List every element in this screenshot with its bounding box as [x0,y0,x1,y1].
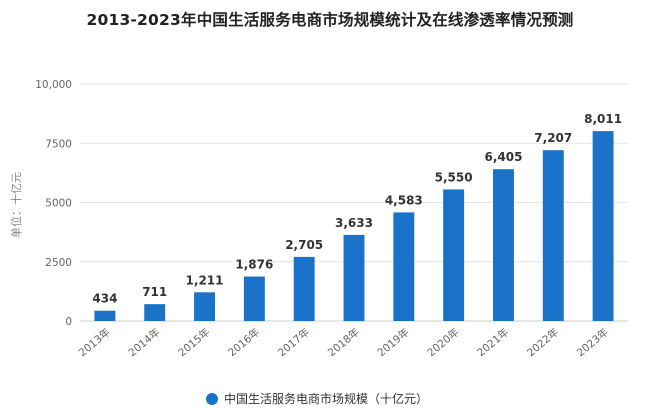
bar[interactable] [343,234,365,321]
y-tick-label: 0 [65,316,72,328]
bar[interactable] [542,150,564,321]
bar[interactable] [492,169,514,321]
x-tick-label: 2022年 [524,325,561,359]
legend[interactable]: 中国生活服务电商市场规模（十亿元） [206,391,428,406]
bar[interactable] [144,304,166,321]
bar[interactable] [243,276,265,321]
bar[interactable] [592,131,614,321]
x-tick-label: 2013年 [76,325,113,359]
data-label: 3,633 [335,216,373,230]
y-tick-label: 10,000 [35,79,72,91]
x-tick-label: 2018年 [325,325,362,359]
data-label: 434 [92,292,117,306]
data-label: 7,207 [534,131,572,145]
y-tick-label: 5000 [45,198,72,210]
x-tick-label: 2021年 [475,325,512,359]
data-label: 711 [142,285,167,299]
x-axis-ticks: 2013年 2014年 2015年 2016年 2017年 2018年 2019年 2020年… [76,325,611,359]
x-tick-label: 2023年 [574,325,611,359]
data-label: 2,705 [285,238,323,252]
bar[interactable] [293,256,315,321]
bar[interactable] [94,310,116,321]
bars-layer [94,131,614,321]
x-tick-label: 2017年 [275,325,312,359]
legend-label: 中国生活服务电商市场规模（十亿元） [224,391,428,406]
x-tick-label: 2020年 [425,325,462,359]
data-labels-layer: 434 711 1,211 1,876 2,705 3,633 4,583 5,550 6,40… [92,112,622,306]
data-label: 6,405 [484,150,522,164]
data-label: 4,583 [385,193,423,207]
y-tick-label: 2500 [45,257,72,269]
data-label: 1,211 [186,273,224,287]
y-tick-label: 7500 [45,138,72,150]
x-tick-label: 2014年 [126,325,163,359]
data-label: 8,011 [584,112,622,126]
bar[interactable] [194,292,216,321]
x-tick-label: 2019年 [375,325,412,359]
bar[interactable] [443,189,465,321]
x-tick-label: 2016年 [225,325,262,359]
data-label: 5,550 [435,170,473,184]
y-axis-ticks: 0 2500 5000 7500 10,000 [35,79,72,328]
y-axis-label: 单位：十亿元 [9,172,23,238]
chart-title: 2013-2023年中国生活服务电商市场规模统计及在线渗透率情况预测 [86,11,574,29]
x-tick-label: 2015年 [176,325,213,359]
data-label: 1,876 [235,258,273,272]
bar[interactable] [393,212,415,321]
legend-marker [206,393,218,405]
